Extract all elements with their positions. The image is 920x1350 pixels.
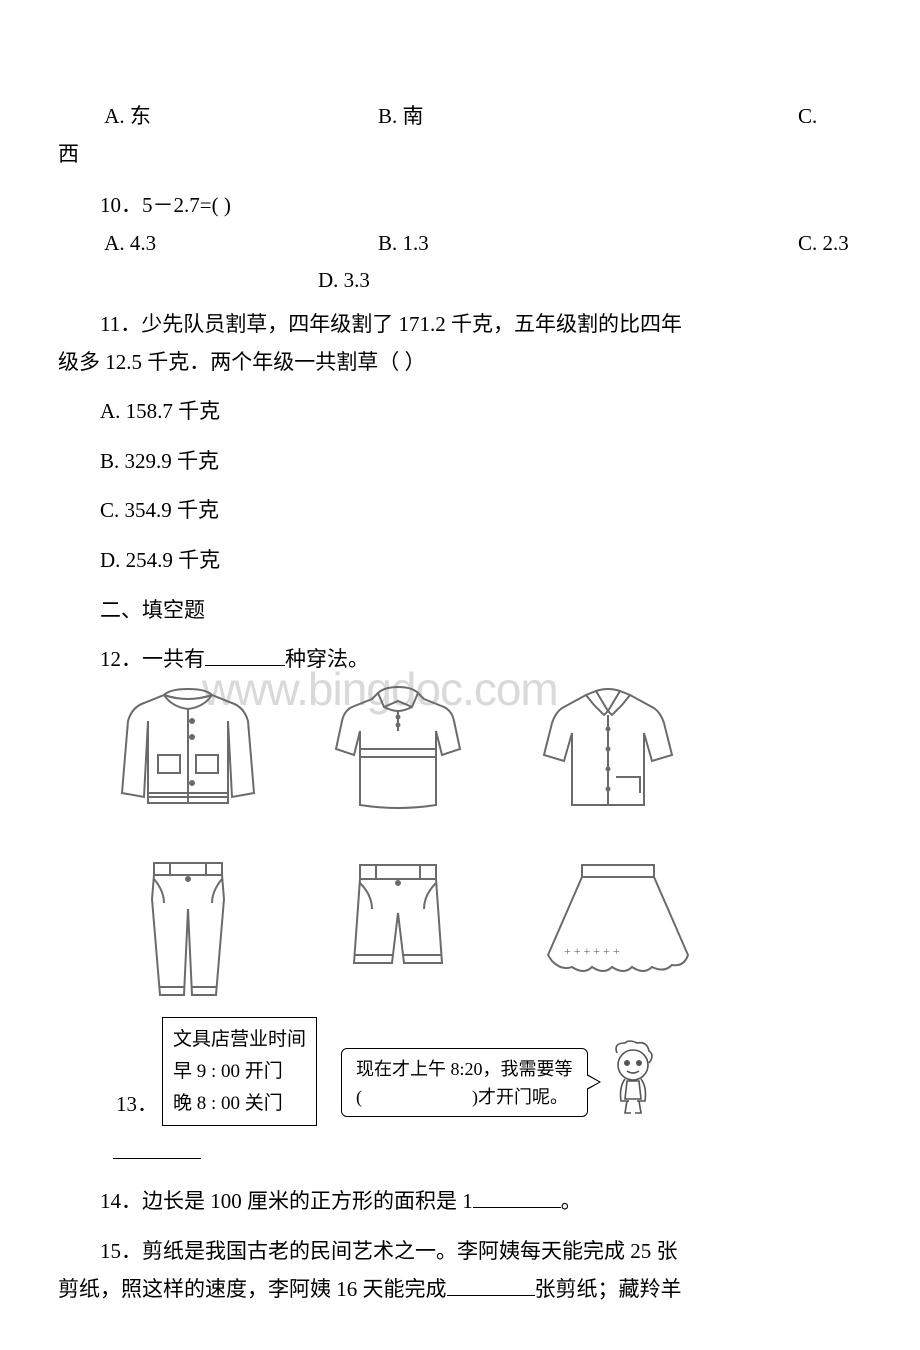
- q15-line2b: 张剪纸；藏羚羊: [535, 1277, 682, 1301]
- sign-line2: 早 9 : 00 开门: [173, 1056, 306, 1088]
- speech-tail-icon: [587, 1074, 601, 1090]
- q11-option-b: B. 329.9 千克: [58, 445, 862, 479]
- q10-option-b: B. 1.3: [378, 227, 798, 261]
- q12-suffix: 种穿法。: [285, 647, 369, 671]
- q10-option-c: C. 2.3: [798, 227, 862, 261]
- speech-line2: ()才开门呢。: [356, 1083, 573, 1112]
- q9-options-row: A. 东 B. 南 C.: [58, 100, 862, 134]
- q13-label: 13．: [116, 1088, 158, 1126]
- polo-shirt-icon: [324, 681, 472, 817]
- q10-option-a: A. 4.3: [58, 227, 378, 261]
- q9-option-c: C.: [798, 100, 862, 134]
- q10-options-row1: A. 4.3 B. 1.3 C. 2.3: [58, 227, 862, 261]
- q12-line: 12．一共有 种穿法。: [58, 643, 862, 677]
- cartoon-child-icon: [607, 1039, 661, 1126]
- pants-icon: [114, 855, 262, 1003]
- shirt-icon: [534, 681, 682, 817]
- speech-line1: 现在才上午 8:20，我需要等: [356, 1055, 573, 1084]
- q14-blank: [473, 1185, 561, 1208]
- q9-option-c-cont: 西: [58, 138, 862, 172]
- q14-prefix: 14．边长是 100 厘米的正方形的面积是 1: [100, 1189, 473, 1213]
- skirt-icon: + + + + + +: [534, 855, 702, 1003]
- sign-line1: 文具店营业时间: [173, 1024, 306, 1056]
- document-content: A. 东 B. 南 C. 西 10．5－2.7=( ) A. 4.3 B. 1.…: [0, 0, 920, 1350]
- q15-line2a: 剪纸，照这样的速度，李阿姨 16 天能完成: [58, 1277, 447, 1301]
- q11-line1: 11．少先队员割草，四年级割了 171.2 千克，五年级割的比四年: [58, 308, 862, 342]
- sign-line3: 晚 8 : 00 关门: [173, 1088, 306, 1120]
- bottoms-row: + + + + + +: [114, 855, 862, 1003]
- q14-line: 14．边长是 100 厘米的正方形的面积是 1 。: [58, 1185, 862, 1219]
- q15-line2: 剪纸，照这样的速度，李阿姨 16 天能完成 张剪纸；藏羚羊: [58, 1273, 862, 1307]
- tops-row: [114, 681, 862, 817]
- speech-bubble: 现在才上午 8:20，我需要等 ()才开门呢。: [341, 1048, 588, 1118]
- q13-answer-blank: [113, 1158, 201, 1159]
- store-hours-sign: 文具店营业时间 早 9 : 00 开门 晚 8 : 00 关门: [162, 1017, 317, 1126]
- q14-suffix: 。: [561, 1189, 582, 1213]
- shorts-icon: [324, 855, 472, 1003]
- q9-option-a: A. 东: [58, 100, 378, 134]
- speech-bubble-group: 现在才上午 8:20，我需要等 ()才开门呢。: [341, 1039, 661, 1126]
- svg-text:+ + + + + +: + + + + + +: [564, 944, 620, 958]
- q10-text: 10．5－2.7=( ): [58, 189, 862, 223]
- q13-row: 13． 文具店营业时间 早 9 : 00 开门 晚 8 : 00 关门 现在才上…: [116, 1017, 862, 1126]
- q11-option-d: D. 254.9 千克: [58, 544, 862, 578]
- q15-blank: [447, 1273, 535, 1296]
- q15-line1: 15．剪纸是我国古老的民间艺术之一。李阿姨每天能完成 25 张: [58, 1235, 862, 1269]
- q12-prefix: 12．一共有: [100, 647, 205, 671]
- q12-blank: [205, 643, 285, 666]
- q9-option-b: B. 南: [378, 100, 798, 134]
- q10-option-d: D. 3.3: [58, 264, 862, 298]
- section2-title: 二、填空题: [58, 594, 862, 628]
- q11-option-a: A. 158.7 千克: [58, 395, 862, 429]
- q11-line2: 级多 12.5 千克．两个年级一共割草（ ）: [58, 346, 862, 380]
- clothes-images-area: www.bingdoc.com: [114, 681, 862, 1003]
- q11-option-c: C. 354.9 千克: [58, 494, 862, 528]
- jacket-icon: [114, 681, 262, 817]
